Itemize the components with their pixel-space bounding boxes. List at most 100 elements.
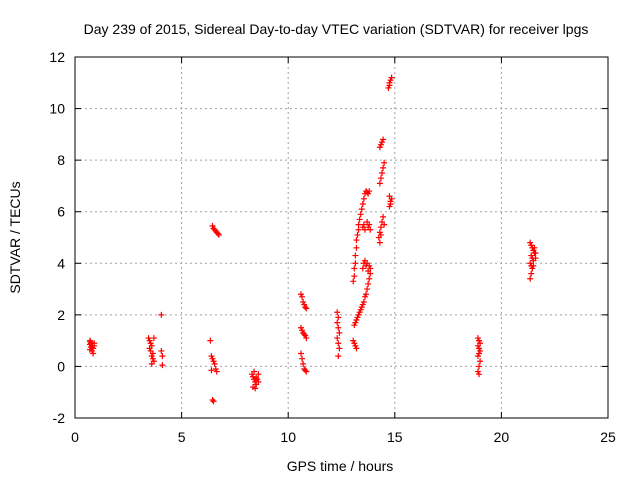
- data-point: [352, 252, 359, 259]
- data-point: [336, 329, 343, 336]
- data-point: [379, 170, 386, 177]
- data-point: [210, 398, 217, 405]
- y-tick-label: 8: [57, 152, 65, 168]
- data-point: [299, 355, 306, 362]
- data-point: [377, 231, 384, 238]
- data-point: [353, 244, 360, 251]
- data-point: [356, 216, 363, 223]
- data-point: [528, 270, 535, 277]
- data-point: [351, 273, 358, 280]
- data-point: [386, 82, 393, 89]
- data-point: [150, 335, 157, 342]
- data-point: [377, 224, 384, 231]
- x-tick-label: 5: [178, 429, 186, 445]
- y-tick-label: 0: [57, 358, 65, 374]
- data-point: [532, 249, 539, 256]
- data-point: [477, 358, 484, 365]
- plot-frame: [74, 56, 609, 419]
- x-tick-label: 10: [280, 429, 296, 445]
- data-point: [335, 314, 342, 321]
- y-tick-label: 4: [57, 255, 65, 271]
- data-point: [527, 275, 534, 282]
- x-tick-label: 15: [387, 429, 403, 445]
- data-point: [334, 335, 341, 342]
- data-point: [360, 221, 367, 228]
- data-point: [532, 255, 539, 262]
- data-point: [365, 280, 372, 287]
- x-tick-label: 20: [494, 429, 510, 445]
- y-tick-label: 12: [49, 49, 65, 65]
- axis-ticks: 0 5 10 15 20 25 -2 0 2 4 6 8 10 12: [49, 49, 616, 445]
- data-point: [334, 319, 341, 326]
- data-point: [380, 164, 387, 171]
- data-point: [158, 311, 165, 318]
- data-point: [211, 360, 218, 367]
- data-point: [381, 159, 388, 166]
- data-point: [386, 193, 393, 200]
- x-tick-label: 0: [71, 429, 79, 445]
- data-point: [90, 350, 97, 357]
- y-axis-label: SDTVAR / TECUs: [7, 181, 23, 293]
- data-point: [360, 298, 367, 305]
- data-point: [363, 291, 370, 298]
- data-point: [357, 211, 364, 218]
- data-point: [335, 324, 342, 331]
- data-point: [303, 335, 310, 342]
- data-point: [531, 244, 538, 251]
- data-point: [253, 375, 260, 382]
- data-point: [350, 278, 357, 285]
- data-point: [380, 136, 387, 143]
- y-tick-label: 10: [49, 101, 65, 117]
- data-point: [301, 331, 308, 338]
- data-point: [367, 226, 374, 233]
- data-point: [367, 265, 374, 272]
- data-point: [303, 305, 310, 312]
- y-tick-label: -2: [53, 410, 66, 426]
- data-point: [376, 239, 383, 246]
- data-point: [364, 286, 371, 293]
- data-point: [302, 367, 309, 374]
- data-point: [380, 213, 387, 220]
- data-point: [381, 221, 388, 228]
- data-point: [213, 368, 220, 375]
- data-point: [300, 360, 307, 367]
- data-point: [355, 221, 362, 228]
- data-point: [366, 188, 373, 195]
- data-point: [158, 347, 165, 354]
- data-point: [255, 378, 262, 385]
- y-tick-label: 6: [57, 204, 65, 220]
- data-point: [148, 360, 155, 367]
- data-point: [351, 265, 358, 272]
- data-points: [86, 74, 539, 405]
- data-point: [255, 371, 262, 378]
- data-point: [215, 231, 222, 238]
- x-axis-label: GPS time / hours: [287, 458, 394, 474]
- data-point: [91, 340, 98, 347]
- grid-lines: [75, 57, 608, 418]
- data-point: [476, 371, 483, 378]
- data-point: [297, 350, 304, 357]
- data-point: [359, 265, 366, 272]
- data-point: [159, 362, 166, 369]
- data-point: [251, 368, 258, 375]
- data-point: [359, 200, 366, 207]
- data-point: [358, 206, 365, 213]
- data-point: [355, 226, 362, 233]
- data-point: [209, 396, 216, 403]
- data-point: [159, 353, 166, 360]
- data-point: [530, 262, 537, 269]
- data-point: [361, 226, 368, 233]
- data-point: [303, 368, 310, 375]
- data-point: [353, 237, 360, 244]
- data-point: [377, 175, 384, 182]
- data-point: [354, 231, 361, 238]
- data-point: [360, 195, 367, 202]
- data-point: [302, 304, 309, 311]
- data-point: [207, 337, 214, 344]
- data-point: [476, 363, 483, 370]
- data-point: [366, 275, 373, 282]
- data-point: [352, 260, 359, 267]
- data-point: [387, 200, 394, 207]
- chart-title: Day 239 of 2015, Sidereal Day-to-day VTE…: [84, 21, 589, 37]
